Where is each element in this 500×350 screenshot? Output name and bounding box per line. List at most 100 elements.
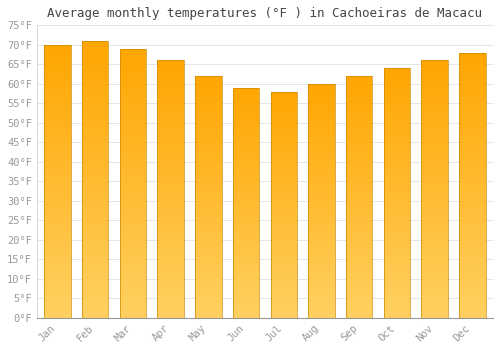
Bar [233, 295, 260, 298]
Bar [195, 170, 222, 173]
Bar [158, 61, 184, 318]
Bar [195, 112, 222, 115]
Bar [158, 160, 184, 163]
Bar [82, 79, 108, 83]
Bar [44, 92, 70, 96]
Bar [384, 118, 410, 121]
Bar [120, 271, 146, 274]
Bar [120, 294, 146, 298]
Bar [120, 123, 146, 126]
Bar [44, 134, 70, 137]
Bar [233, 303, 260, 306]
Bar [308, 312, 334, 315]
Bar [158, 299, 184, 302]
Bar [158, 202, 184, 205]
Bar [82, 297, 108, 301]
Bar [422, 92, 448, 96]
Bar [459, 76, 485, 79]
Bar [422, 138, 448, 141]
Bar [422, 86, 448, 89]
Bar [384, 312, 410, 315]
Bar [233, 194, 260, 197]
Bar [44, 253, 70, 257]
Bar [384, 262, 410, 265]
Bar [82, 127, 108, 131]
Bar [346, 257, 372, 260]
Bar [44, 260, 70, 263]
Bar [44, 117, 70, 120]
Bar [270, 233, 297, 236]
Bar [308, 128, 334, 131]
Bar [195, 288, 222, 290]
Bar [82, 262, 108, 266]
Bar [384, 156, 410, 159]
Bar [120, 254, 146, 257]
Bar [44, 219, 70, 222]
Bar [422, 141, 448, 144]
Bar [233, 226, 260, 229]
Bar [384, 87, 410, 90]
Bar [120, 99, 146, 103]
Bar [82, 200, 108, 204]
Bar [158, 92, 184, 96]
Bar [82, 308, 108, 311]
Bar [82, 304, 108, 308]
Bar [233, 168, 260, 171]
Bar [346, 146, 372, 148]
Bar [82, 311, 108, 314]
Bar [270, 278, 297, 281]
Bar [120, 126, 146, 130]
Bar [270, 194, 297, 196]
Bar [308, 216, 334, 218]
Bar [195, 152, 222, 155]
Bar [270, 225, 297, 228]
Bar [158, 218, 184, 221]
Bar [270, 307, 297, 309]
Bar [270, 264, 297, 267]
Bar [308, 119, 334, 122]
Bar [308, 210, 334, 212]
Bar [308, 204, 334, 207]
Bar [270, 219, 297, 222]
Bar [120, 257, 146, 261]
Bar [44, 301, 70, 304]
Bar [270, 222, 297, 225]
Bar [195, 133, 222, 136]
Bar [459, 301, 485, 304]
Bar [158, 157, 184, 160]
Bar [82, 131, 108, 134]
Bar [346, 85, 372, 88]
Bar [120, 49, 146, 318]
Bar [82, 197, 108, 200]
Bar [270, 165, 297, 168]
Bar [459, 66, 485, 69]
Bar [346, 91, 372, 94]
Bar [384, 127, 410, 131]
Bar [346, 97, 372, 100]
Bar [44, 212, 70, 216]
Bar [270, 205, 297, 208]
Bar [346, 218, 372, 221]
Bar [308, 151, 334, 154]
Bar [82, 266, 108, 270]
Bar [82, 107, 108, 110]
Bar [270, 292, 297, 295]
Bar [384, 302, 410, 306]
Bar [384, 271, 410, 274]
Bar [422, 196, 448, 199]
Bar [44, 209, 70, 212]
Bar [82, 214, 108, 217]
Bar [120, 247, 146, 251]
Bar [346, 275, 372, 279]
Bar [120, 304, 146, 308]
Bar [195, 203, 222, 206]
Bar [384, 265, 410, 268]
Bar [346, 118, 372, 121]
Bar [233, 214, 260, 217]
Bar [120, 227, 146, 230]
Bar [308, 98, 334, 101]
Bar [270, 289, 297, 292]
Bar [384, 75, 410, 78]
Bar [422, 89, 448, 92]
Bar [308, 154, 334, 157]
